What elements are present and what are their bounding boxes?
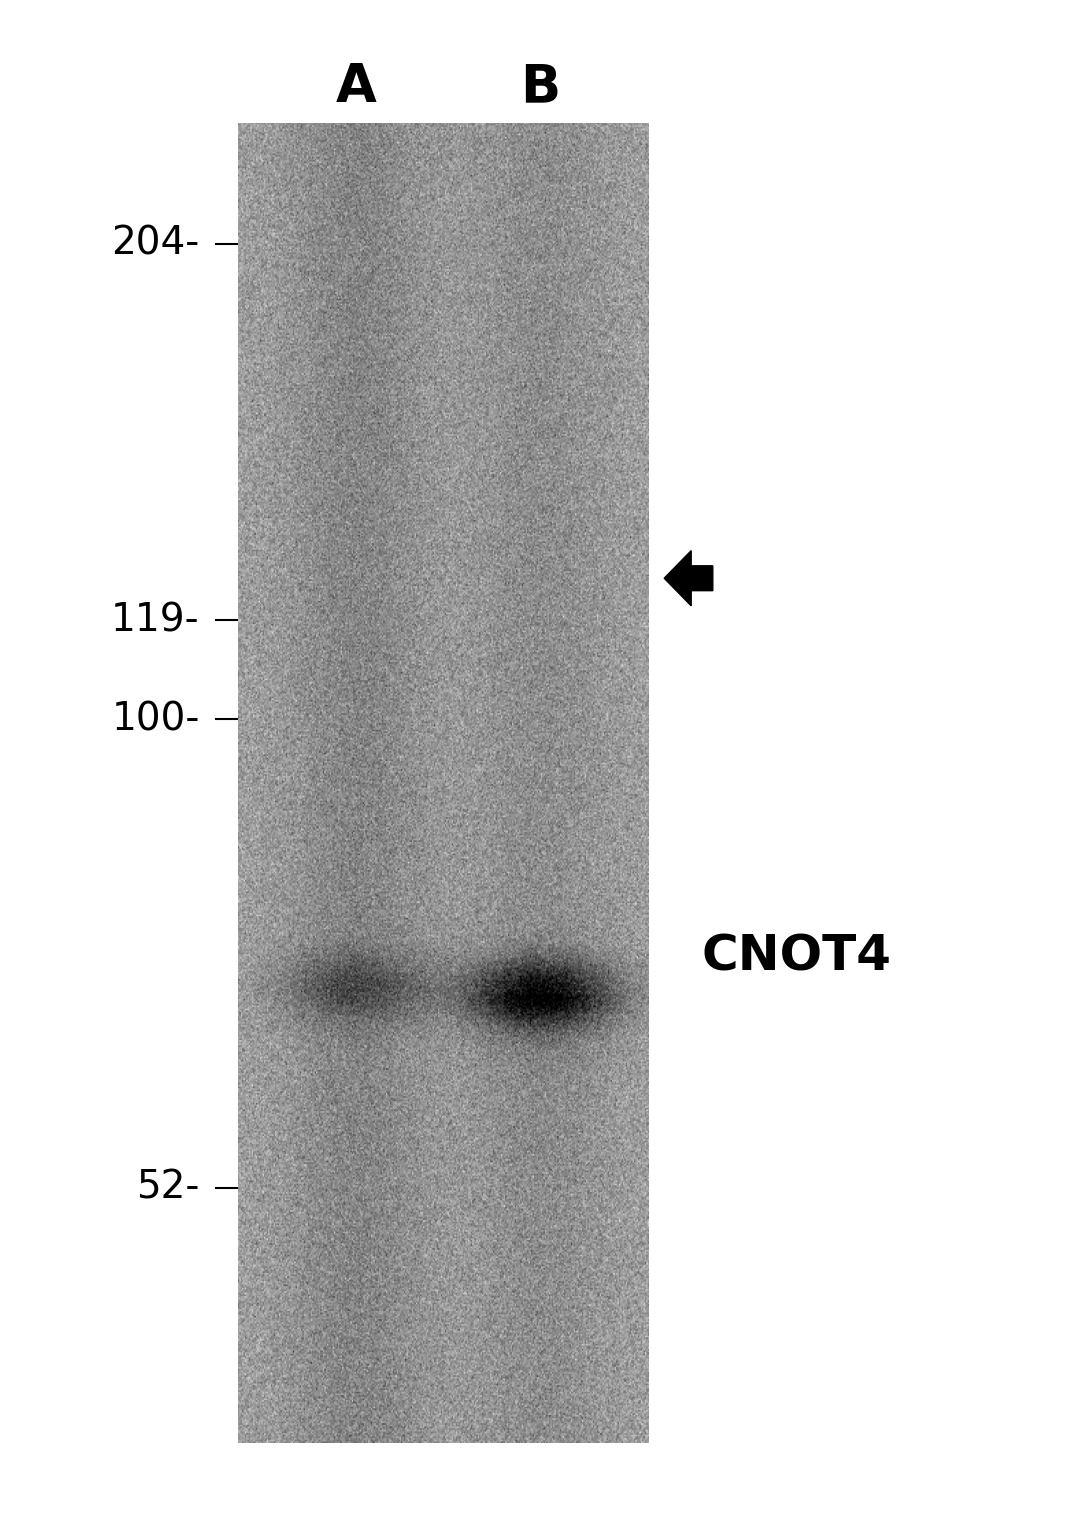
Text: A: A [336,61,377,114]
Text: 100-: 100- [111,700,200,738]
Polygon shape [664,551,713,606]
Text: 52-: 52- [136,1168,200,1207]
Text: CNOT4: CNOT4 [702,933,892,981]
Text: 204-: 204- [111,226,200,262]
Text: 119-: 119- [111,602,200,639]
Text: B: B [519,61,561,114]
